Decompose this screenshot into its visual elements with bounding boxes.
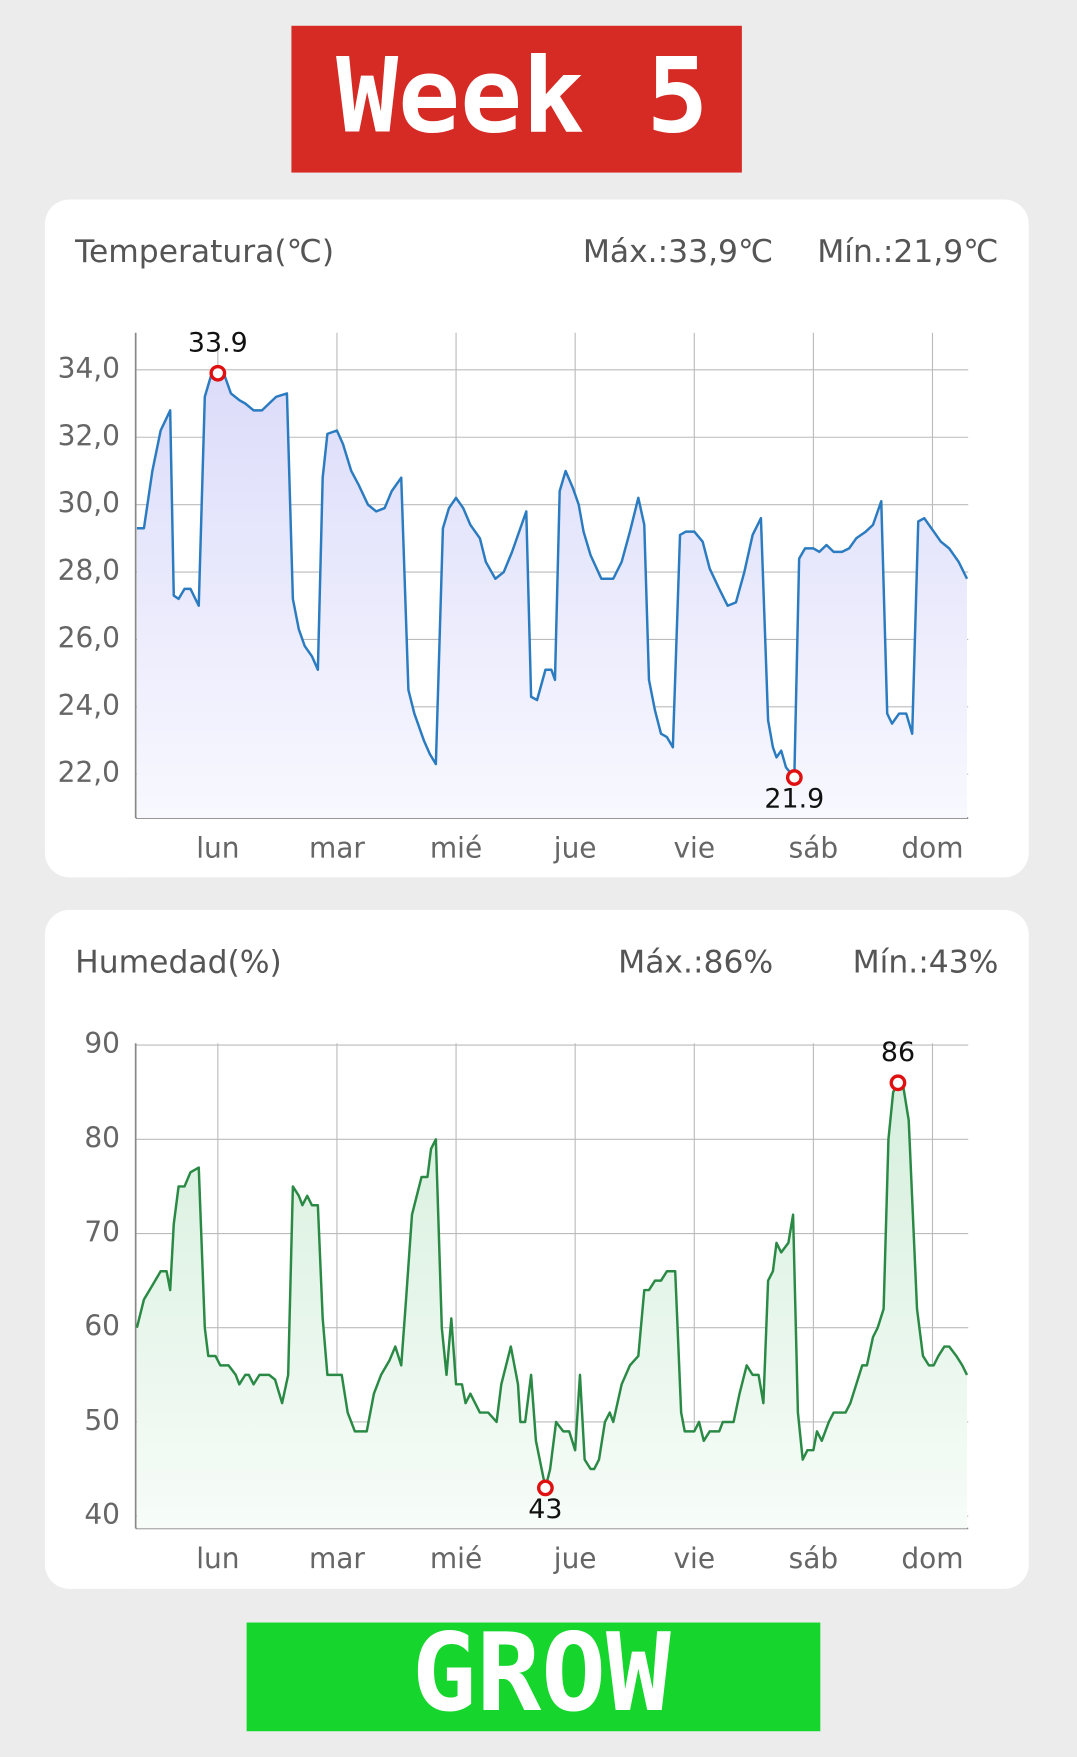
marker-label: 33.9	[188, 328, 248, 359]
banner-text: GROW	[412, 1611, 671, 1736]
card-title: Temperatura(℃)	[74, 234, 334, 270]
y-tick-label: 24,0	[58, 689, 120, 722]
max-text: Máx.:86%	[618, 945, 773, 981]
x-tick-label: jue	[553, 831, 597, 864]
extreme-marker	[209, 364, 227, 382]
extreme-marker	[536, 1479, 554, 1497]
y-tick-label: 40	[84, 1498, 120, 1531]
y-tick-label: 60	[84, 1310, 120, 1343]
area-fill	[136, 373, 968, 818]
x-tick-label: jue	[553, 1542, 597, 1575]
top-banner	[291, 25, 742, 173]
line	[136, 372, 969, 779]
x-tick-label: mié	[430, 1542, 482, 1575]
y-tick-label: 32,0	[58, 419, 120, 452]
x-tick-label: lun	[196, 831, 239, 864]
area-fill	[136, 1082, 968, 1529]
extreme-marker	[785, 769, 803, 786]
marker-label: 21.9	[764, 783, 824, 814]
x-tick-label: sáb	[789, 831, 839, 864]
x-tick-label: sáb	[789, 1542, 839, 1575]
bottom-banner	[246, 1622, 821, 1732]
y-tick-label: 30,0	[58, 487, 120, 520]
y-tick-label: 50	[84, 1404, 120, 1437]
y-tick-label: 26,0	[58, 621, 120, 654]
min-text: Mín.:43%	[853, 945, 999, 981]
line	[135, 1081, 969, 1490]
x-tick-label: mar	[309, 831, 365, 864]
y-tick-label: 70	[84, 1216, 120, 1249]
y-tick-label: 90	[84, 1027, 120, 1060]
card-title: Humedad(%)	[75, 945, 282, 981]
y-tick-label: 80	[84, 1121, 120, 1154]
x-tick-label: mié	[430, 831, 482, 864]
banner-text: Week 5	[336, 36, 708, 156]
extreme-marker	[889, 1074, 907, 1092]
x-tick-label: vie	[673, 831, 715, 864]
x-tick-label: mar	[309, 1542, 365, 1575]
y-tick-label: 22,0	[58, 756, 120, 789]
max-text: Máx.:33,9℃	[583, 234, 773, 270]
y-tick-label: 28,0	[58, 554, 120, 587]
x-tick-label: lun	[196, 1542, 239, 1575]
marker-label: 43	[528, 1494, 562, 1525]
x-tick-label: dom	[901, 1542, 963, 1575]
x-tick-label: dom	[901, 831, 963, 864]
min-text: Mín.:21,9℃	[817, 234, 998, 270]
x-tick-label: vie	[673, 1542, 715, 1575]
marker-label: 86	[881, 1037, 915, 1068]
y-tick-label: 34,0	[58, 352, 120, 385]
